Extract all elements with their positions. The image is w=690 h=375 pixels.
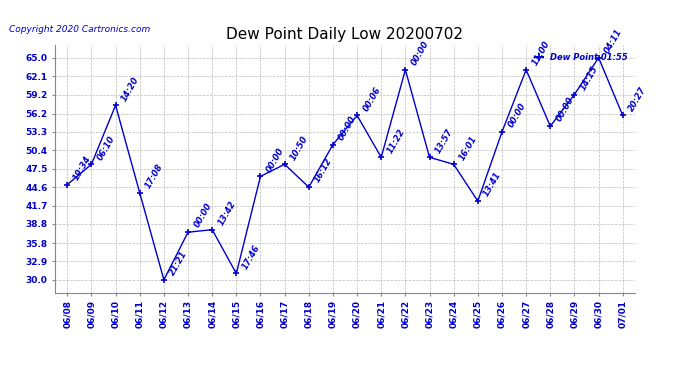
Text: 17:08: 17:08 <box>144 162 165 190</box>
Text: 21:21: 21:21 <box>168 249 189 277</box>
Text: 11:00: 11:00 <box>531 39 551 67</box>
Text: 16:01: 16:01 <box>458 134 479 162</box>
Text: 11:22: 11:22 <box>386 127 406 154</box>
Text: 13:57: 13:57 <box>434 127 455 154</box>
Text: Copyright 2020 Cartronics.com: Copyright 2020 Cartronics.com <box>9 25 150 34</box>
Text: 13:42: 13:42 <box>217 199 237 227</box>
Text: 06:10: 06:10 <box>96 134 117 162</box>
Text: 04:11: 04:11 <box>603 27 624 55</box>
Text: 13:41: 13:41 <box>482 171 503 198</box>
Text: 00:06: 00:06 <box>362 85 382 112</box>
Text: 00:00: 00:00 <box>265 146 286 174</box>
Text: 00:00: 00:00 <box>555 96 575 123</box>
Text: 10:50: 10:50 <box>289 134 310 162</box>
Text: 00:00: 00:00 <box>506 101 527 129</box>
Title: Dew Point Daily Low 20200702: Dew Point Daily Low 20200702 <box>226 27 464 42</box>
Legend: Dew Point 01:55: Dew Point 01:55 <box>531 49 631 65</box>
Text: 16:12: 16:12 <box>313 157 334 184</box>
Text: 00:00: 00:00 <box>337 114 358 142</box>
Text: 14:20: 14:20 <box>120 75 141 102</box>
Text: 00:00: 00:00 <box>193 202 213 229</box>
Text: 00:00: 00:00 <box>410 39 431 67</box>
Text: 17:46: 17:46 <box>241 243 262 271</box>
Text: 19:34: 19:34 <box>72 154 92 182</box>
Text: 14:15: 14:15 <box>579 64 600 92</box>
Text: 20:27: 20:27 <box>627 85 648 112</box>
